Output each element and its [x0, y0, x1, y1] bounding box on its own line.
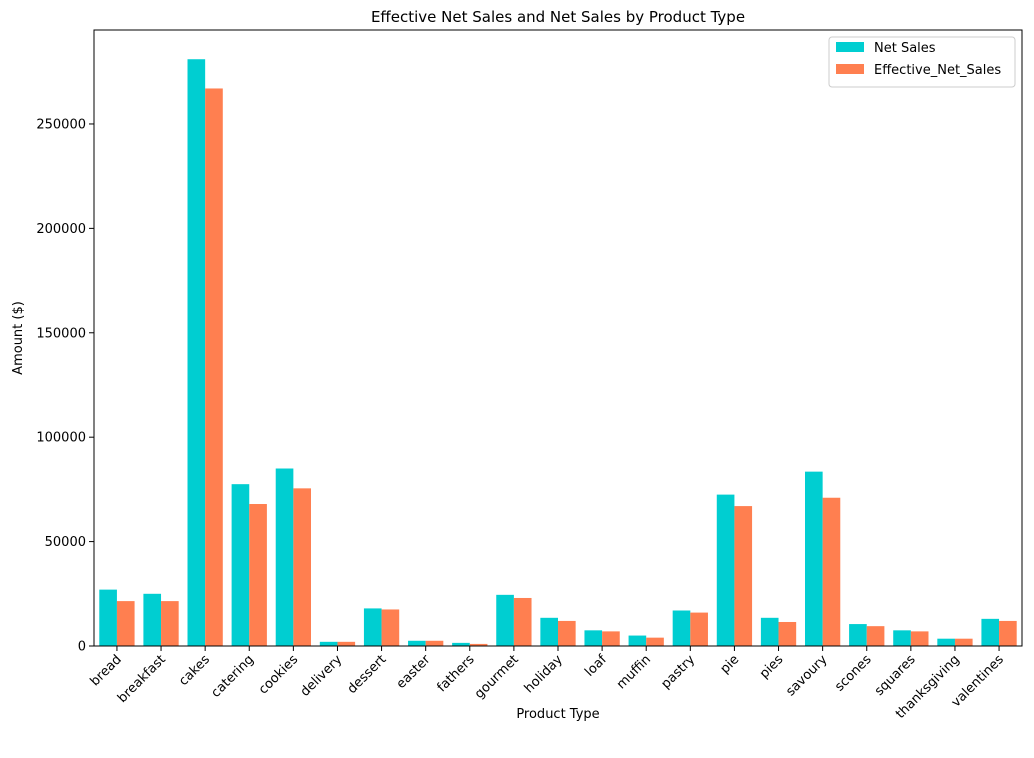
bar-effective-net-sales-holiday — [558, 620, 576, 646]
bar-net-sales-muffin — [628, 635, 647, 646]
x-tick-label-catering: catering — [209, 652, 258, 701]
bar-net-sales-gourmet — [496, 594, 514, 646]
bar-effective-net-sales-dessert — [381, 609, 400, 646]
x-tick-label-loaf: loaf — [582, 652, 610, 680]
x-tick-label-savoury: savoury — [783, 652, 830, 699]
legend-swatch-net-sales — [836, 42, 864, 52]
bar-net-sales-pie — [716, 494, 735, 646]
bar-effective-net-sales-gourmet — [513, 597, 532, 646]
bar-effective-net-sales-bread — [116, 601, 135, 646]
plot-frame — [93, 29, 1023, 647]
bar-effective-net-sales-breakfast — [161, 601, 179, 646]
x-tick-label-bread: bread — [88, 652, 125, 689]
bar-effective-net-sales-pie — [734, 506, 753, 646]
bar-net-sales-dessert — [363, 608, 382, 646]
bar-effective-net-sales-cakes — [205, 88, 223, 647]
bar-net-sales-scones — [849, 624, 867, 646]
bar-net-sales-catering — [231, 484, 250, 646]
bar-net-sales-easter — [408, 640, 426, 646]
bar-net-sales-cakes — [187, 59, 206, 647]
x-tick-label-pie: pie — [718, 652, 743, 677]
y-axis: 0 50000 100000 150000 200000 250000 — [36, 117, 94, 655]
chart-title: Effective Net Sales and Net Sales by Pro… — [371, 8, 745, 26]
bar-net-sales-holiday — [540, 617, 558, 646]
x-tick-label-muffin: muffin — [614, 652, 654, 692]
bar-effective-net-sales-squares — [910, 631, 929, 646]
bar-effective-net-sales-muffin — [646, 637, 664, 646]
bars-group — [99, 59, 1017, 647]
x-tick-label-cookies: cookies — [256, 652, 301, 697]
bar-net-sales-thanksgiving — [937, 638, 955, 646]
y-tick-label: 200000 — [36, 222, 86, 237]
bar-effective-net-sales-fathers — [469, 643, 488, 646]
y-tick-label: 50000 — [45, 535, 86, 550]
bar-net-sales-squares — [893, 630, 911, 646]
x-axis-title: Product Type — [516, 707, 599, 722]
bar-effective-net-sales-pies — [778, 621, 797, 646]
legend-swatch-effective-net-sales — [836, 64, 864, 74]
legend-box — [828, 36, 1016, 88]
x-tick-label-dessert: dessert — [345, 652, 390, 697]
y-tick-label: 150000 — [36, 326, 86, 341]
legend: Net Sales Effective_Net_Sales — [828, 36, 1016, 88]
bar-net-sales-loaf — [584, 630, 603, 646]
x-tick-label-cakes: cakes — [176, 652, 213, 689]
x-tick-label-gourmet: gourmet — [472, 652, 522, 702]
bar-net-sales-savoury — [805, 471, 823, 646]
bar-net-sales-fathers — [452, 642, 470, 646]
legend-label-net-sales: Net Sales — [874, 41, 936, 56]
x-tick-label-easter: easter — [394, 652, 434, 692]
bar-net-sales-valentines — [981, 618, 1000, 646]
bar-effective-net-sales-easter — [425, 640, 444, 646]
bar-net-sales-cookies — [275, 468, 294, 646]
bar-effective-net-sales-thanksgiving — [954, 638, 973, 646]
x-tick-label-pies: pies — [757, 652, 787, 682]
bar-effective-net-sales-cookies — [293, 488, 311, 646]
legend-label-effective-net-sales: Effective_Net_Sales — [874, 63, 1001, 78]
bar-net-sales-pies — [760, 617, 779, 646]
bar-effective-net-sales-delivery — [337, 641, 356, 646]
x-tick-label-breakfast: breakfast — [115, 652, 169, 706]
y-tick-label: 100000 — [36, 431, 86, 446]
bar-effective-net-sales-pastry — [690, 612, 708, 646]
bar-effective-net-sales-valentines — [999, 620, 1017, 646]
x-tick-label-pastry: pastry — [658, 652, 698, 692]
bar-net-sales-breakfast — [143, 593, 162, 646]
x-tick-label-holiday: holiday — [522, 652, 566, 696]
bar-effective-net-sales-savoury — [822, 497, 841, 646]
y-tick-label: 0 — [78, 640, 86, 655]
bar-net-sales-bread — [99, 589, 117, 646]
bar-effective-net-sales-scones — [866, 626, 885, 646]
bar-net-sales-delivery — [319, 641, 338, 646]
bar-effective-net-sales-loaf — [602, 631, 620, 646]
bar-net-sales-pastry — [672, 610, 691, 646]
x-tick-label-scones: scones — [832, 652, 875, 695]
x-tick-label-delivery: delivery — [298, 652, 346, 700]
y-tick-label: 250000 — [36, 117, 86, 132]
bar-effective-net-sales-catering — [249, 504, 267, 646]
y-axis-title: Amount ($) — [11, 301, 26, 375]
x-tick-label-fathers: fathers — [434, 652, 477, 695]
